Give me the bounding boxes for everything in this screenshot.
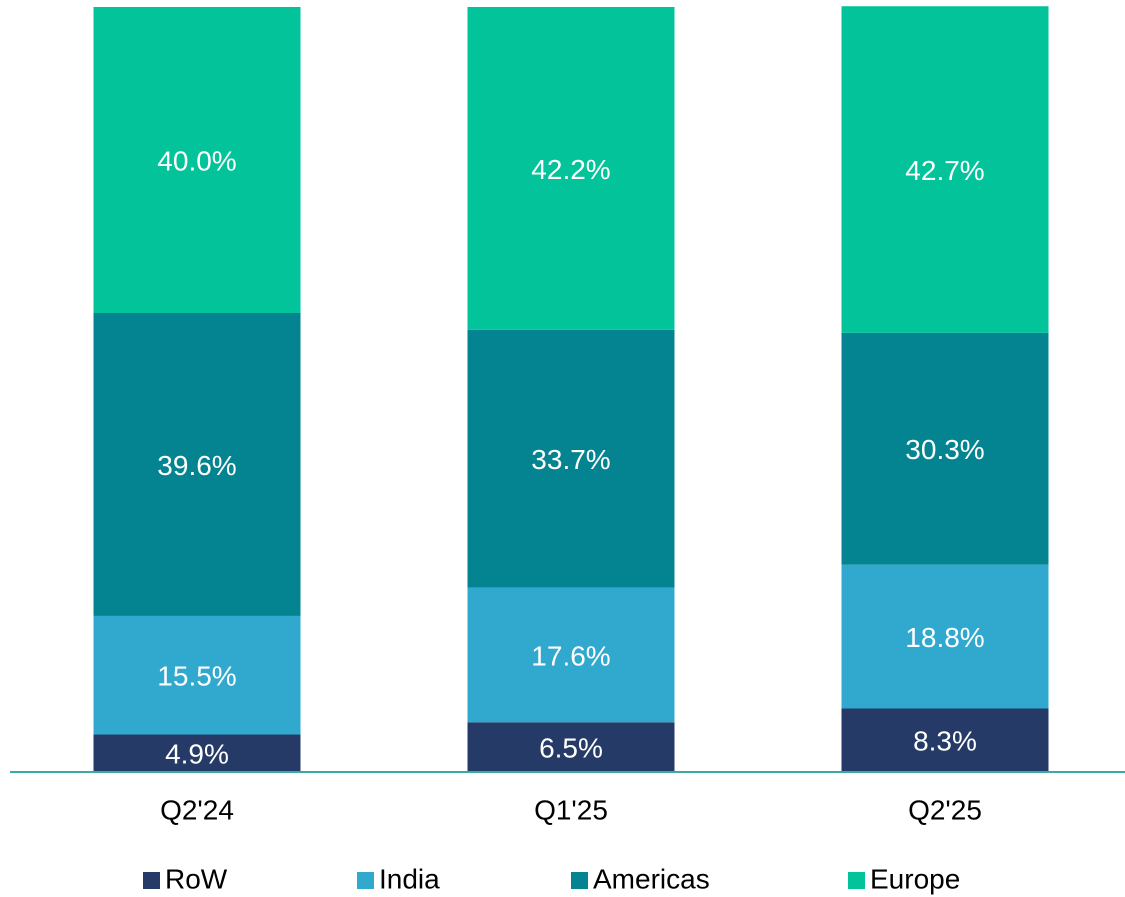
data-label: 40.0% [157, 145, 236, 176]
data-label: 6.5% [539, 733, 603, 764]
data-label: 8.3% [913, 726, 977, 757]
legend-label: RoW [165, 863, 228, 894]
legend-swatch [143, 872, 160, 889]
data-label: 17.6% [531, 640, 610, 671]
legend-swatch [571, 872, 588, 889]
legend-label: Europe [870, 863, 960, 894]
legend-swatch [357, 872, 374, 889]
data-label: 39.6% [157, 450, 236, 481]
bar-segment [93, 7, 301, 313]
x-tick-label: Q2'24 [160, 794, 234, 825]
data-label: 4.9% [165, 739, 229, 770]
bar-segment [841, 6, 1049, 333]
data-label: 18.8% [905, 622, 984, 653]
bar-segment [93, 313, 301, 616]
x-tick-label: Q1'25 [534, 794, 608, 825]
bar-segment [467, 7, 675, 330]
legend-label: Americas [593, 863, 710, 894]
bar-segment [467, 722, 675, 772]
data-label: 42.2% [531, 154, 610, 185]
bar-segment [841, 708, 1049, 772]
bar-segment [467, 329, 675, 588]
bar-segment [841, 564, 1049, 709]
data-label: 42.7% [905, 155, 984, 186]
data-label: 33.7% [531, 444, 610, 475]
data-label: 15.5% [157, 661, 236, 692]
data-label: 30.3% [905, 434, 984, 465]
bar-segment [93, 615, 301, 735]
bar-segment [841, 332, 1049, 565]
bar-segment [93, 734, 301, 772]
legend-swatch [848, 872, 865, 889]
x-tick-label: Q2'25 [908, 794, 982, 825]
legend-label: India [379, 863, 440, 894]
bar-segment [467, 587, 675, 723]
